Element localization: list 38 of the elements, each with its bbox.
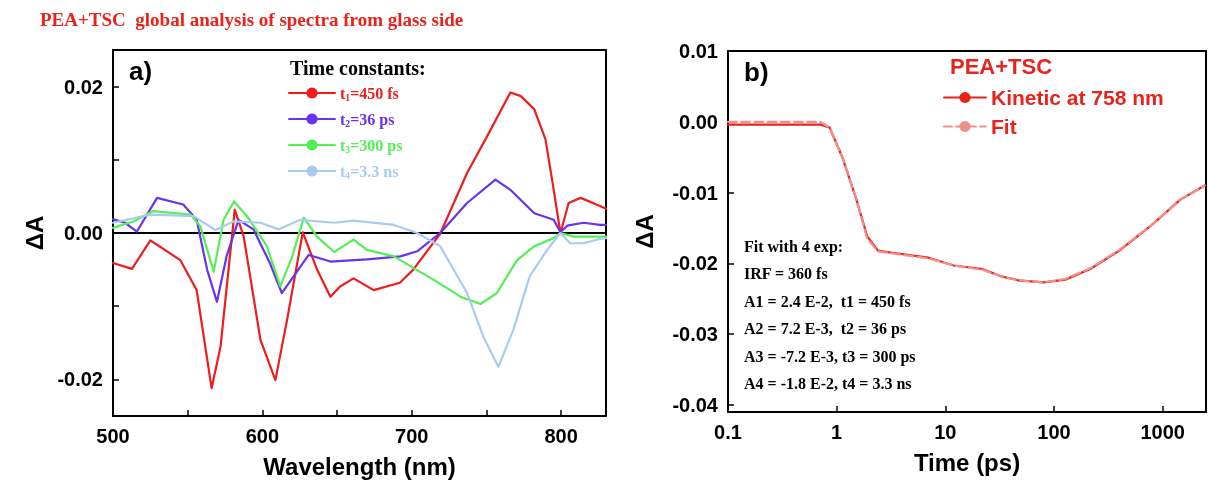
x-tick-label: 1000 [1140,421,1185,443]
y-axis-title: ΔA [630,214,658,249]
y-tick-label: -0.02 [57,368,103,391]
chart-title: PEA+TSC global analysis of spectra from glass side [40,9,464,30]
y-tick-label: -0.02 [672,252,718,275]
annotation: a) [129,56,153,86]
annotation: A1 = 2.4 E-2, t1 = 450 fs [744,292,911,310]
line-series [111,178,608,303]
annotation: A2 = 7.2 E-3, t2 = 36 ps [744,320,907,338]
y-tick-label: 0.02 [64,75,103,98]
annotation: b) [744,57,769,87]
line-series [111,213,608,369]
legend-title: Time constants: [290,57,426,79]
legend-label: Kinetic at 758 nm [991,86,1164,109]
line-series [111,200,608,306]
annotation: A4 = -1.8 E-2, t4 = 3.3 ns [744,375,912,392]
annotation: Fit with 4 exp: [744,237,844,256]
x-tick-label: 700 [395,425,429,447]
x-tick-label: 1 [831,421,843,443]
x-tick-label: 10 [934,421,957,443]
y-axis-title: ΔA [21,215,49,251]
x-tick-label: 600 [245,425,280,447]
x-tick-label: 0.1 [714,421,742,443]
legend-title: PEA+TSC [950,53,1053,79]
y-tick-label: 0.01 [679,40,718,62]
x-tick-label: 500 [96,425,130,447]
y-tick-label: -0.01 [672,181,718,204]
legend-label: Fit [991,115,1017,138]
annotation: IRF = 360 fs [744,265,828,282]
y-tick-label: 0.00 [679,110,718,133]
x-tick-label: 800 [544,425,578,447]
y-tick-label: -0.04 [672,393,719,416]
y-tick-label: 0.00 [64,222,103,244]
x-axis-title: Time (ps) [913,448,1021,476]
annotation: A3 = -7.2 E-3, t3 = 300 ps [744,347,916,366]
x-axis-title: Wavelength (nm) [263,452,456,480]
y-tick-label: -0.03 [672,323,718,346]
x-tick-label: 100 [1037,421,1071,443]
